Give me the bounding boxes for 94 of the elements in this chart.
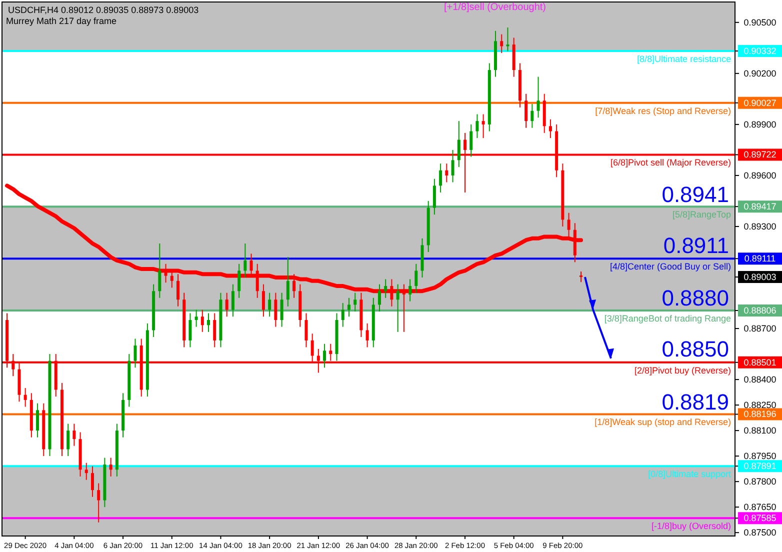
ref-line-label: [0/8]Ultimate support <box>648 469 732 480</box>
candlestick <box>580 271 582 283</box>
y-tick-label: 0.89600 <box>744 170 776 180</box>
candlestick <box>451 149 454 183</box>
y-tick-label: 0.90200 <box>744 68 776 78</box>
candlestick <box>304 312 308 348</box>
ref-line-label: [8/8]Ultimate resistance <box>636 54 731 64</box>
y-tick-label: 0.90332 <box>744 46 776 56</box>
candlestick <box>457 120 460 168</box>
candlestick <box>384 278 388 298</box>
candlestick <box>470 124 473 158</box>
ref-line-label: [1/8]Weak sup (stop and Reverse) <box>594 417 731 428</box>
candlestick <box>354 292 357 312</box>
candlestick <box>200 309 204 332</box>
ref-line-label: [-1/8]buy (Oversold) <box>651 521 731 532</box>
ref-line-label: [5/8]RangeTop <box>672 210 731 220</box>
candlestick <box>66 423 70 457</box>
candlestick <box>188 312 192 348</box>
y-tick-label: 0.89300 <box>744 221 776 232</box>
candlestick <box>396 284 400 332</box>
candlestick <box>194 309 198 328</box>
annotation: 0.8880 <box>662 286 729 311</box>
ref-line-label: [2/8]Pivot buy (Reverse) <box>634 365 731 376</box>
annotation: 0.8941 <box>662 182 729 207</box>
candlestick <box>238 263 241 298</box>
chart-title: USDCHF,H4 0.89012 0.89035 0.88973 0.89003 <box>8 5 199 15</box>
candlestick <box>341 302 344 328</box>
candlestick <box>378 284 381 312</box>
ref-line-label: [4/8]Center (Good Buy or Sell) <box>610 262 731 272</box>
y-tick-label: 0.88400 <box>744 374 776 385</box>
annotation: 0.8819 <box>662 389 729 414</box>
candlestick <box>262 284 265 318</box>
candlestick <box>274 292 278 328</box>
y-tick-label: 0.87891 <box>744 461 776 472</box>
annotation: 0.8850 <box>662 336 729 362</box>
candlestick <box>536 76 540 118</box>
candlestick <box>109 457 112 477</box>
y-tick-label: 0.89900 <box>744 119 776 130</box>
y-tick-label: 0.90500 <box>744 17 776 28</box>
ref-line-label: [6/8]Pivot sell (Major Reverse) <box>610 158 731 168</box>
candlestick <box>445 163 448 183</box>
y-tick-label: 0.88806 <box>744 305 776 316</box>
candlestick <box>567 212 570 238</box>
text: Murrey Math 217 day frame <box>6 16 117 26</box>
candlestick <box>432 178 436 216</box>
y-tick-label: 0.87800 <box>744 476 776 487</box>
candlestick <box>347 297 350 318</box>
annotation: [+1/8]sell (Overbought) <box>444 2 546 13</box>
y-tick-label: 0.90027 <box>744 98 776 108</box>
y-tick-label: 0.88501 <box>744 357 776 368</box>
candlestick <box>530 104 534 128</box>
candlestick <box>476 114 479 139</box>
candlestick <box>323 343 326 368</box>
candlestick <box>72 423 76 446</box>
candlestick <box>84 462 88 480</box>
y-tick-label: 0.87500 <box>744 528 776 538</box>
y-tick-label: 0.89417 <box>744 202 776 212</box>
y-tick-label: 0.88700 <box>744 324 776 334</box>
candlestick <box>213 312 216 348</box>
candlestick <box>244 242 247 278</box>
candlestick <box>482 114 485 139</box>
y-tick-label: 0.89722 <box>744 150 776 160</box>
candlestick <box>286 256 290 307</box>
candlestick <box>225 292 228 318</box>
candlestick <box>231 284 234 318</box>
candlestick <box>280 292 284 328</box>
candlestick <box>548 118 552 139</box>
candlestick <box>158 242 162 298</box>
annotation: 0.8911 <box>663 232 729 258</box>
y-tick-label: 0.87650 <box>744 502 776 512</box>
y-tick-label: 0.87950 <box>744 451 776 462</box>
y-tick-label: 0.88196 <box>744 409 776 420</box>
candlestick <box>36 402 40 438</box>
y-tick-label: 0.88250 <box>744 400 776 410</box>
y-tick-label: 0.88100 <box>744 426 776 436</box>
y-tick-label: 0.89003 <box>744 272 776 282</box>
candlestick <box>207 312 210 332</box>
candlestick <box>414 263 418 294</box>
candlestick <box>439 163 442 193</box>
y-tick-label: 0.87585 <box>744 513 776 524</box>
candlestick <box>524 93 528 128</box>
candlestick <box>90 466 94 498</box>
candlestick <box>366 322 369 348</box>
ref-line-label: [7/8]Weak res (Stop and Reverse) <box>595 106 731 116</box>
candlestick <box>134 338 137 368</box>
candlestick <box>268 292 272 318</box>
ref-line-label: [3/8]RangeBot of trading Range <box>604 313 731 324</box>
candlestick <box>408 278 412 302</box>
candlestick <box>164 263 168 284</box>
candlestick <box>24 388 27 408</box>
y-tick-label: 0.89111 <box>744 254 776 264</box>
candlestick <box>500 34 504 54</box>
candlestick <box>97 482 100 523</box>
candlestick <box>506 27 510 52</box>
